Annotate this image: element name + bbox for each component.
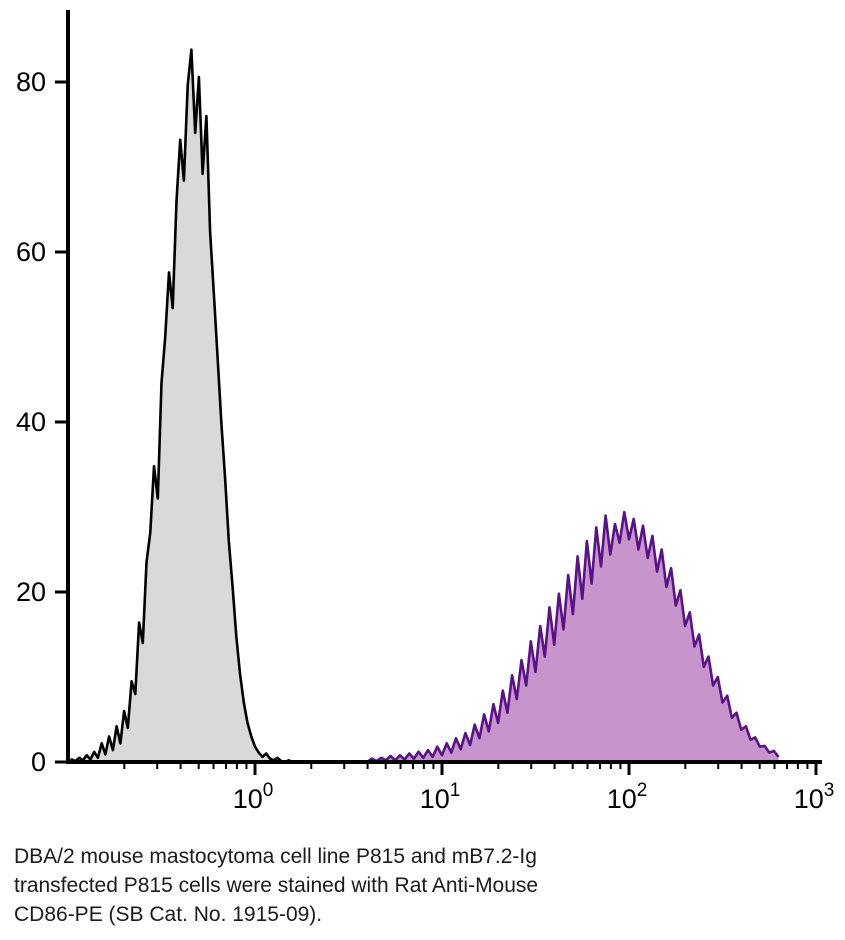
stained-peak-outline: [366, 510, 780, 764]
y-tick-label: 0: [31, 747, 46, 777]
y-tick-label: 20: [16, 577, 46, 607]
control-peak-outline: [67, 48, 293, 764]
caption-line-3: CD86-PE (SB Cat. No. 1915-09).: [14, 902, 323, 926]
y-tick-label: 60: [16, 237, 46, 267]
x-tick-label: 101: [420, 780, 461, 814]
x-tick-label: 102: [607, 780, 648, 814]
flow-histogram-chart: 0 20 40 60 80 100 101 102 103: [16, 10, 834, 814]
control-peak-fill: [68, 49, 293, 762]
y-tick-label: 80: [16, 67, 46, 97]
y-tick-label: 40: [16, 407, 46, 437]
axes: 0 20 40 60 80 100 101 102 103: [16, 10, 834, 814]
series-group: [67, 48, 780, 764]
caption-line-1: DBA/2 mouse mastocytoma cell line P815 a…: [14, 845, 537, 868]
figure-caption: DBA/2 mouse mastocytoma cell line P815 a…: [14, 843, 714, 930]
caption-line-2: transfected P815 cells were stained with…: [14, 873, 539, 897]
stained-peak-fill: [367, 512, 779, 762]
x-tick-label: 103: [794, 780, 835, 814]
x-tick-label: 100: [233, 780, 274, 814]
